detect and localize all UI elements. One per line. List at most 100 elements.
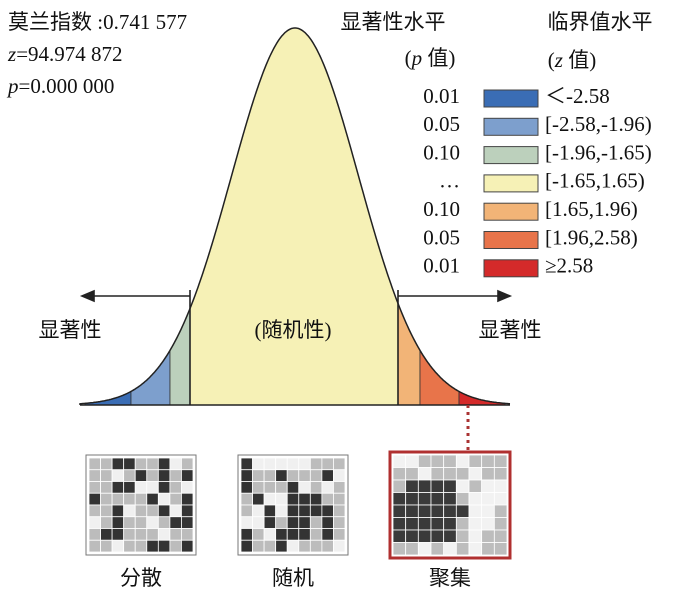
map-cell xyxy=(333,539,346,553)
map-cell xyxy=(275,504,288,518)
map-cell xyxy=(405,454,419,468)
map-cell xyxy=(100,539,113,553)
map-cell xyxy=(321,481,334,494)
map-cell xyxy=(321,492,334,506)
map-cell xyxy=(157,528,171,541)
map-cell xyxy=(392,492,407,506)
map-cell xyxy=(275,539,288,553)
legend-swatch xyxy=(483,146,539,165)
map-cell xyxy=(88,481,101,494)
map-cell xyxy=(275,516,288,529)
map-cell xyxy=(309,481,323,494)
z-header: 临界值水平 xyxy=(548,10,653,34)
map-cell xyxy=(468,504,483,518)
map-cell xyxy=(111,492,125,506)
legend-swatch xyxy=(483,89,539,108)
legend-p: … xyxy=(439,169,460,193)
map-cell xyxy=(392,454,407,468)
map-cell xyxy=(298,481,311,494)
map-cell xyxy=(111,457,125,471)
map-cell xyxy=(275,469,288,482)
map-cell xyxy=(100,516,113,529)
map-cell xyxy=(100,528,113,541)
map-cell xyxy=(240,516,253,529)
map-cell xyxy=(286,528,300,541)
map-cell xyxy=(455,542,470,556)
map-cell xyxy=(169,539,182,553)
map-cell xyxy=(298,504,311,518)
legend-swatch xyxy=(483,202,539,221)
map-cell xyxy=(286,516,300,529)
legend-z: [1.65,1.96) xyxy=(545,197,638,221)
map-cell xyxy=(333,504,346,518)
map-cell xyxy=(240,504,253,518)
map-cell xyxy=(252,516,265,529)
map-cell xyxy=(468,454,483,468)
map-cell xyxy=(275,528,288,541)
map-cell xyxy=(321,469,334,482)
map-cell xyxy=(493,479,508,493)
left-label: 显著性 xyxy=(39,318,102,342)
map-cell xyxy=(405,529,419,543)
p-val: =0.000 000 xyxy=(19,74,115,98)
legend-swatch xyxy=(483,117,539,136)
map-cell xyxy=(100,504,113,518)
map-cell xyxy=(430,529,445,543)
map-cell xyxy=(430,492,445,506)
map-label: 聚集 xyxy=(429,566,471,590)
map-cell xyxy=(430,517,445,531)
map-cell xyxy=(157,481,171,494)
map-cell xyxy=(430,454,445,468)
arrows xyxy=(79,289,513,405)
map-cell xyxy=(181,516,194,529)
z-score: z=94.974 872 xyxy=(7,42,123,66)
moran-index: 莫兰指数 :0.741 577 xyxy=(8,10,187,34)
legend-swatch xyxy=(483,231,539,249)
map-cell xyxy=(493,454,508,468)
map-cell xyxy=(333,516,346,529)
map-cell xyxy=(298,469,311,482)
map-cell xyxy=(298,539,311,553)
map-cell xyxy=(392,467,407,481)
map-cell xyxy=(286,492,300,506)
map-cell xyxy=(240,469,253,482)
map-cell xyxy=(405,542,419,556)
curve-band xyxy=(397,303,421,406)
map-cell xyxy=(181,504,194,518)
p-rest: 值) xyxy=(422,46,455,70)
map-cell xyxy=(309,457,323,471)
map-cell xyxy=(181,539,194,553)
map-cell xyxy=(493,492,508,506)
map-cell xyxy=(468,467,483,481)
map-cell xyxy=(309,492,323,506)
map-label: 分散 xyxy=(120,566,162,590)
map-cell xyxy=(169,528,182,541)
map-cell xyxy=(123,481,136,494)
map-cell xyxy=(417,517,432,531)
map-cell xyxy=(333,528,346,541)
map-cell xyxy=(392,504,407,518)
map-cell xyxy=(468,479,483,493)
map-cell xyxy=(443,479,457,493)
map-cell xyxy=(455,467,470,481)
map-cell xyxy=(88,528,101,541)
map-cell xyxy=(181,528,194,541)
z-value: =94.974 872 xyxy=(16,42,122,66)
map-cell xyxy=(100,469,113,482)
map-cell xyxy=(134,539,148,553)
map-cell xyxy=(263,492,277,506)
map-cell xyxy=(430,542,445,556)
map-cell xyxy=(263,457,277,471)
map-cell xyxy=(134,516,148,529)
map-cell xyxy=(181,457,194,471)
curve-outline xyxy=(79,27,511,405)
map-cell xyxy=(111,481,125,494)
map-cell xyxy=(309,516,323,529)
map-cell xyxy=(298,492,311,506)
map-cell xyxy=(321,457,334,471)
map-cell xyxy=(169,481,182,494)
curve-band xyxy=(189,27,399,406)
legend-p: 0.01 xyxy=(423,84,460,108)
map-cell xyxy=(321,504,334,518)
map-cell xyxy=(333,469,346,482)
